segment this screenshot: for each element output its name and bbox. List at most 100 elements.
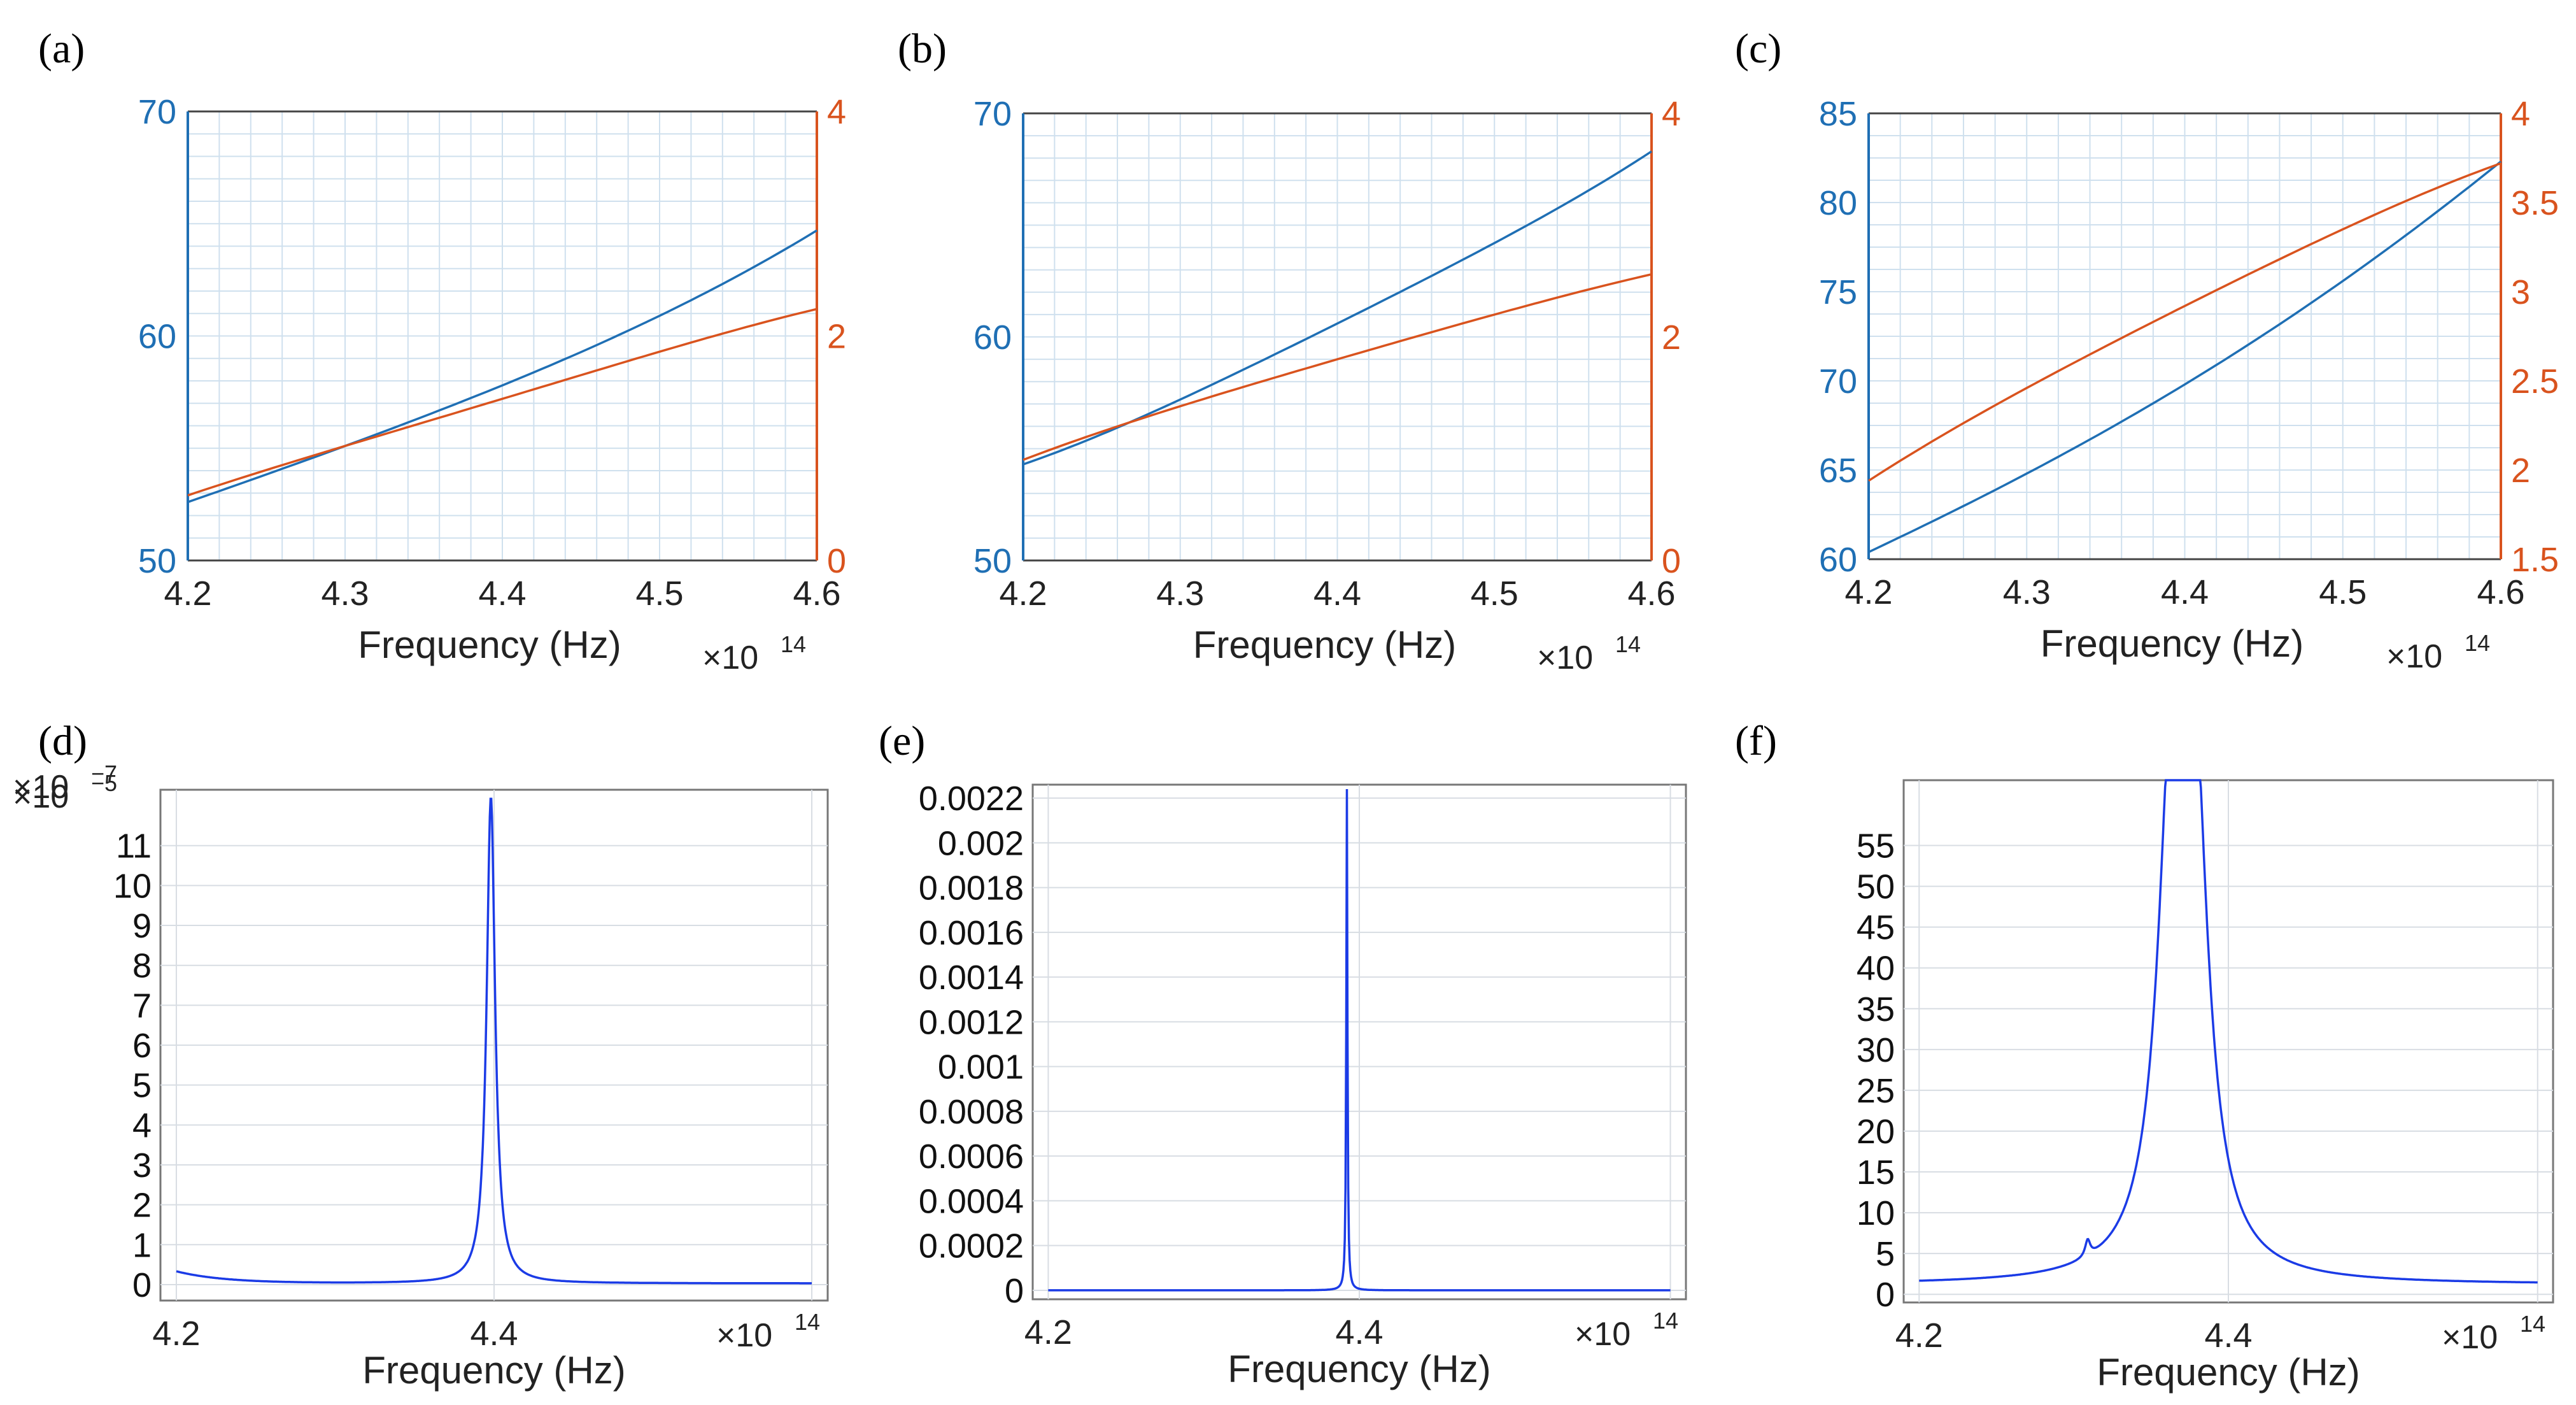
y-left-tick-label: 70 [973, 95, 1012, 133]
chart-a: 4.2 4.3 4.4 4.5 4.6 50 60 70 0 2 4 Frequency (Hz) ×1… [138, 93, 846, 676]
y-left-tick-label: 70 [138, 93, 176, 131]
y-left-tick-label: 60 [973, 318, 1012, 357]
y-left-tick-label: 50 [138, 542, 176, 580]
y-right-tick-label: 1.5 [2511, 541, 2559, 579]
x-axis-title: Frequency (Hz) [358, 624, 621, 666]
y-tick-label: 0.001 [938, 1048, 1024, 1087]
series-line [1919, 779, 2538, 1284]
x-tick-label: 4.4 [478, 574, 526, 613]
y-tick-label: 10 [113, 867, 152, 905]
series-line-right [1023, 273, 1652, 461]
y-right-tick-label: 3.5 [2511, 184, 2559, 222]
y-tick-label: 0.0006 [919, 1138, 1024, 1176]
y-tick-label: 35 [1857, 990, 1895, 1029]
y-tick-label: 5 [132, 1067, 152, 1105]
y-tick-label: 20 [1857, 1113, 1895, 1151]
x-multiplier-base: ×10 [2442, 1319, 2498, 1356]
y-tick-label: 40 [1857, 950, 1895, 988]
y-left-tick-label: 60 [138, 318, 176, 356]
series-line-right [187, 308, 817, 497]
x-tick-label: 4.2 [1024, 1313, 1072, 1352]
panel-label-a: (a) [38, 25, 85, 72]
y-tick-label: 55 [1857, 827, 1895, 866]
y-tick-label: 0.0014 [919, 959, 1024, 997]
y-tick-label: 0.0004 [919, 1182, 1024, 1220]
x-axis-title: Frequency (Hz) [2041, 622, 2304, 665]
y-multiplier-base: ×10 [13, 769, 69, 806]
y-tick-label: 25 [1857, 1072, 1895, 1110]
x-axis-title: Frequency (Hz) [2097, 1351, 2360, 1394]
y-tick-label: 0.0022 [919, 780, 1024, 818]
chart-e: 0 0.0002 0.0004 0.0006 0.0008 0.001 0.0012 0.00… [919, 780, 1687, 1390]
y-tick-label: 50 [1857, 868, 1895, 906]
x-tick-label: 4.6 [2477, 573, 2524, 611]
x-axis-title: Frequency (Hz) [1228, 1348, 1490, 1390]
x-tick-label: 4.4 [470, 1315, 518, 1353]
panel-label-d: (d) [38, 718, 87, 764]
chart-c: 4.2 4.3 4.4 4.5 4.6 60 65 70 75 80 85 1.5 2 2.5 3 3.5 4 F… [1819, 95, 2559, 675]
x-multiplier-base: ×10 [2386, 638, 2442, 675]
y-tick-label: 10 [1857, 1194, 1895, 1232]
x-multiplier-exponent: 14 [1653, 1308, 1678, 1334]
x-multiplier-exponent: 14 [2465, 630, 2490, 656]
x-tick-label: 4.3 [1156, 574, 1204, 613]
y-tick-label: 15 [1857, 1153, 1895, 1192]
series-line [176, 797, 812, 1285]
y-tick-label: 7 [132, 987, 152, 1025]
y-tick-label: 0.0016 [919, 914, 1024, 952]
y-tick-label: 0.0018 [919, 869, 1024, 908]
series-line-left [187, 229, 817, 503]
x-multiplier-base: ×10 [1575, 1316, 1631, 1353]
y-right-tick-label: 4 [827, 93, 846, 131]
y-tick-label: 0.0008 [919, 1093, 1024, 1131]
y-tick-label: 9 [132, 907, 152, 945]
y-tick-label: 5 [1876, 1235, 1895, 1273]
y-left-tick-label: 75 [1819, 273, 1857, 311]
series-line-left [1868, 160, 2502, 553]
y-left-tick-label: 80 [1819, 184, 1857, 222]
x-multiplier-exponent: 14 [795, 1309, 820, 1335]
x-tick-label: 4.4 [1335, 1313, 1383, 1352]
y-tick-label: 6 [132, 1027, 152, 1065]
x-tick-label: 4.6 [793, 574, 840, 613]
x-tick-label: 4.2 [152, 1315, 200, 1353]
y-left-tick-label: 50 [973, 542, 1012, 580]
y-tick-label: 1 [132, 1226, 152, 1264]
y-multiplier-exponent: −7 [91, 760, 117, 787]
y-left-tick-label: 85 [1819, 95, 1857, 133]
y-right-tick-label: 0 [1662, 542, 1681, 580]
y-right-tick-label: 4 [1662, 95, 1681, 133]
x-axis-title: Frequency (Hz) [362, 1349, 625, 1392]
y-right-tick-label: 3 [2511, 273, 2530, 311]
y-tick-label: 30 [1857, 1031, 1895, 1069]
x-multiplier-base: ×10 [1537, 639, 1593, 676]
x-tick-label: 4.2 [164, 574, 211, 613]
x-tick-label: 4.4 [2204, 1316, 2252, 1355]
y-tick-label: 8 [132, 947, 152, 985]
chart-b: 4.2 4.3 4.4 4.5 4.6 50 60 70 0 2 4 Frequency (Hz) ×1… [973, 95, 1681, 676]
y-tick-label: 3 [132, 1146, 152, 1185]
y-tick-label: 45 [1857, 909, 1895, 947]
x-axis-title: Frequency (Hz) [1193, 624, 1456, 666]
x-tick-label: 4.5 [1471, 574, 1518, 613]
y-tick-label: 0.002 [938, 824, 1024, 862]
x-tick-label: 4.4 [2161, 573, 2209, 611]
y-tick-label: 0.0012 [919, 1003, 1024, 1041]
panel-label-b: (b) [898, 25, 947, 72]
x-multiplier-exponent: 14 [1615, 631, 1641, 657]
x-tick-label: 4.5 [2319, 573, 2367, 611]
x-tick-label: 4.5 [635, 574, 683, 613]
x-multiplier-exponent: 14 [2520, 1311, 2545, 1337]
panel-label-e: (e) [879, 718, 925, 764]
x-tick-label: 4.2 [1895, 1316, 1943, 1355]
y-multiplier-exponent: −5 [91, 770, 117, 796]
y-tick-label: 0.0002 [919, 1227, 1024, 1266]
y-right-tick-label: 0 [827, 542, 846, 580]
y-left-tick-label: 70 [1819, 362, 1857, 401]
panel-label-f: (f) [1735, 718, 1777, 764]
x-tick-label: 4.2 [999, 574, 1047, 613]
y-right-tick-label: 2 [1662, 318, 1681, 357]
